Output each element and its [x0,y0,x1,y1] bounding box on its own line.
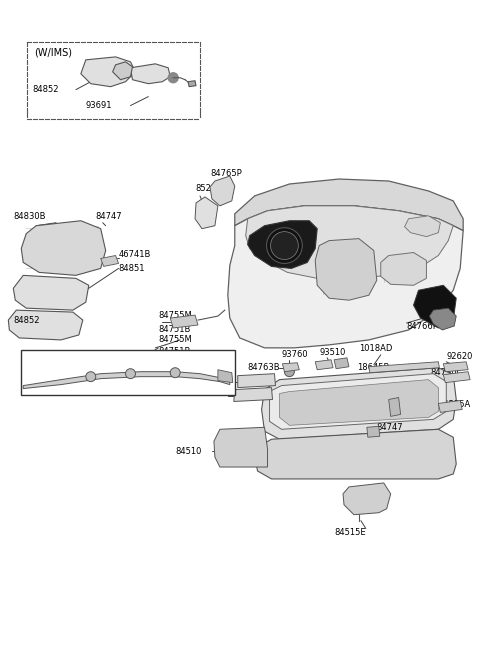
Polygon shape [101,255,119,267]
Text: 84510: 84510 [175,447,202,456]
Text: 84852: 84852 [13,316,40,324]
Circle shape [285,367,294,377]
Polygon shape [334,358,349,369]
Polygon shape [235,179,463,231]
Polygon shape [405,215,440,236]
Polygon shape [389,398,401,417]
Polygon shape [282,363,300,371]
Text: 84751B: 84751B [158,347,191,356]
Polygon shape [279,380,438,425]
Text: 1335JD: 1335JD [165,364,195,372]
Polygon shape [210,176,235,206]
Polygon shape [214,427,267,467]
Text: (W/IMS): (W/IMS) [34,48,72,58]
Polygon shape [438,400,462,413]
Polygon shape [430,308,456,330]
Polygon shape [381,253,426,286]
Text: 85839: 85839 [23,357,50,366]
Text: 92650: 92650 [175,381,202,390]
Text: 85261B: 85261B [195,185,228,193]
Text: 84747: 84747 [23,367,50,376]
Text: 84755M: 84755M [158,335,192,345]
Text: 84766P: 84766P [407,322,438,331]
Circle shape [86,371,96,382]
Text: 84730C: 84730C [431,368,463,377]
Circle shape [271,232,299,259]
Polygon shape [228,206,463,348]
Polygon shape [218,369,233,383]
Polygon shape [315,360,333,369]
Text: 92620: 92620 [446,352,473,362]
Text: 84747: 84747 [96,212,122,221]
Polygon shape [369,362,439,373]
Text: 93691: 93691 [86,101,112,110]
Text: 84852: 84852 [32,85,59,94]
Polygon shape [170,315,198,328]
Bar [21,350,235,394]
Polygon shape [444,362,468,371]
Text: 18645B: 18645B [357,364,389,372]
Text: 84765P: 84765P [210,168,242,178]
Text: 1018AD: 1018AD [175,353,208,362]
Polygon shape [343,483,391,515]
Circle shape [168,73,178,83]
Polygon shape [113,62,132,80]
Polygon shape [414,286,456,328]
Polygon shape [188,81,196,86]
Polygon shape [315,238,377,300]
Polygon shape [131,64,170,84]
Polygon shape [444,371,470,383]
Text: 84747: 84747 [377,423,403,432]
Text: 84515E: 84515E [334,528,366,537]
Text: 85261C: 85261C [177,389,210,398]
Text: 84751B: 84751B [158,326,191,335]
Text: 84830B: 84830B [13,212,46,221]
Text: 84851: 84851 [119,264,145,273]
Polygon shape [246,206,453,278]
Polygon shape [248,221,317,269]
Text: 93760: 93760 [281,350,308,360]
Text: 46741B: 46741B [119,250,151,259]
Circle shape [266,228,302,263]
Polygon shape [262,367,456,440]
Polygon shape [195,197,218,229]
Polygon shape [21,221,106,275]
Polygon shape [270,374,446,429]
Text: 93510: 93510 [319,348,346,358]
Polygon shape [13,275,89,310]
Polygon shape [23,371,230,388]
Polygon shape [234,388,273,402]
Polygon shape [238,374,276,388]
Polygon shape [254,429,456,479]
Text: 1018AD: 1018AD [359,345,392,353]
Circle shape [170,367,180,378]
Text: 84535A: 84535A [438,400,470,409]
Text: 84755M: 84755M [158,310,192,320]
Text: 84763B: 84763B [248,364,280,372]
Circle shape [126,369,135,379]
Text: 1335JD: 1335JD [403,389,433,398]
Polygon shape [367,426,380,438]
Polygon shape [8,310,83,340]
Text: 84513C: 84513C [186,375,218,384]
Polygon shape [81,57,135,86]
